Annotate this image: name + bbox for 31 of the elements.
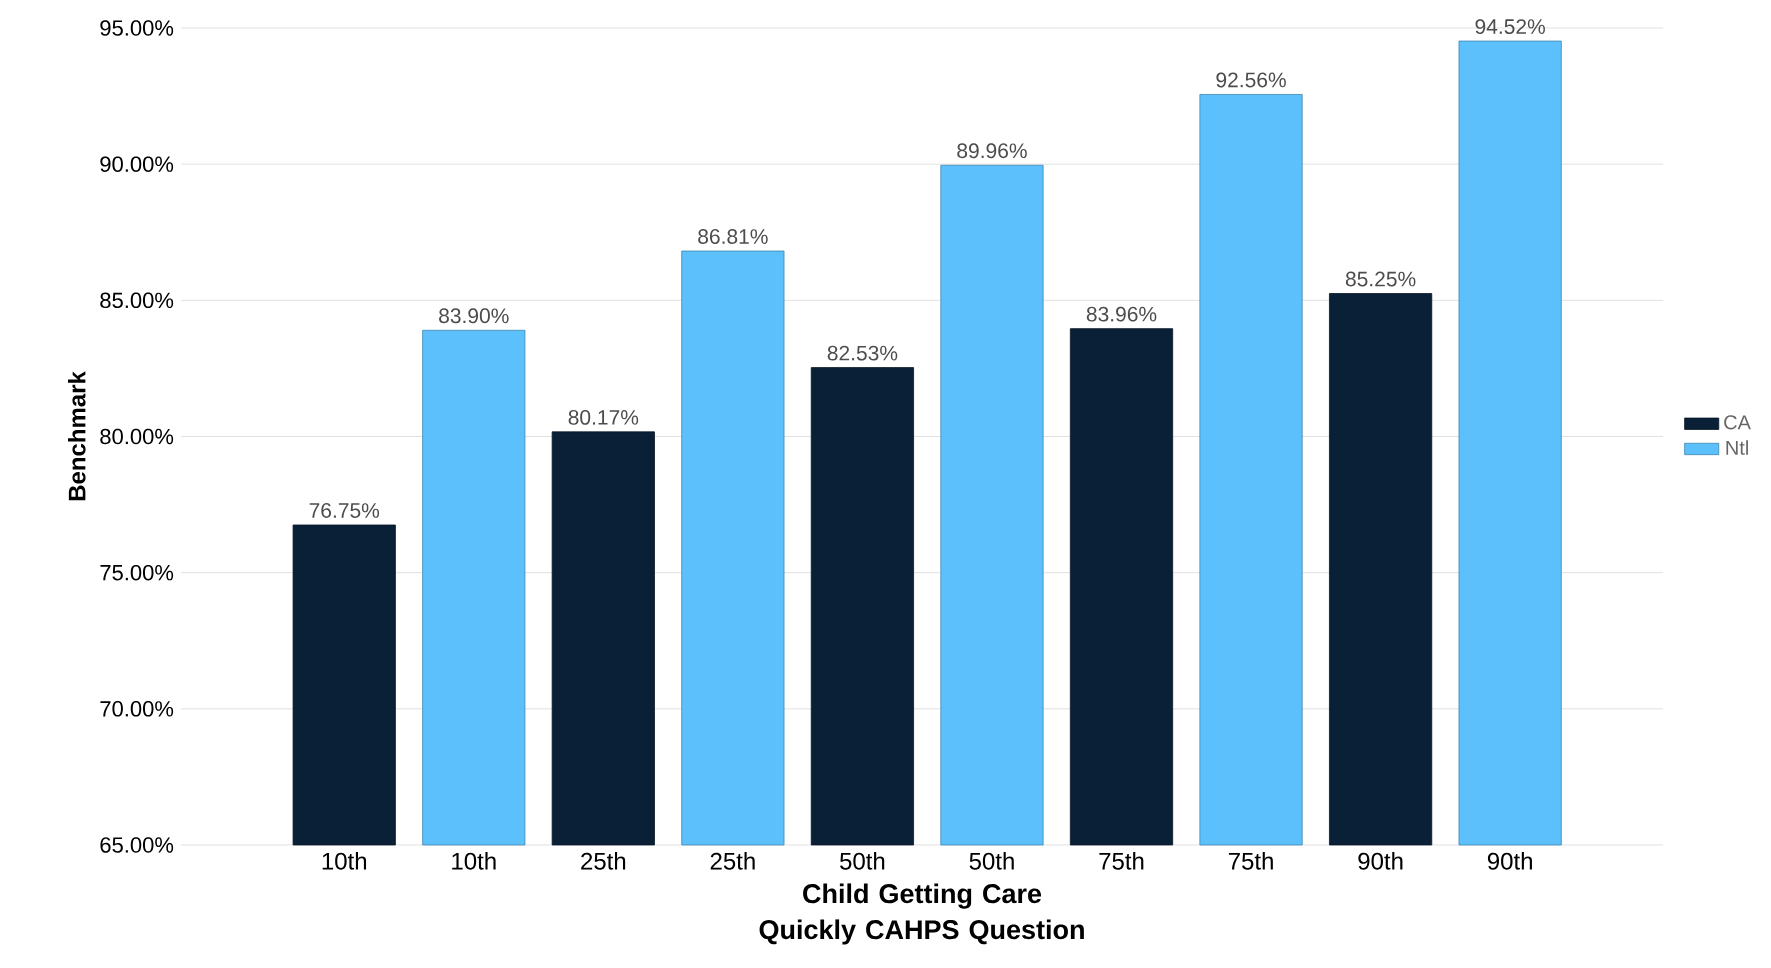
data-label: 94.52% [1475, 19, 1545, 35]
y-tick-label: 75.00% [100, 564, 174, 581]
y-tick-label: 70.00% [100, 701, 174, 717]
data-label: 76.75% [309, 503, 380, 518]
legend-label: CA [1724, 415, 1751, 430]
data-label: 83.96% [1086, 306, 1157, 322]
x-tick-label: 75th [1099, 852, 1144, 870]
legend-label: Ntl [1726, 440, 1748, 455]
x-tick-label: 25th [581, 852, 626, 870]
y-tick-label: 95.00% [100, 20, 174, 36]
y-tick-label: 85.00% [100, 292, 174, 309]
x-tick-label: 75th [1228, 852, 1273, 870]
x-tick-label: 50th [840, 852, 885, 870]
x-tick-label: 50th [969, 852, 1014, 870]
x-tick-label: 10th [452, 852, 496, 870]
data-label: 92.56% [1216, 72, 1286, 88]
x-tick-label: 25th [710, 852, 755, 870]
x-axis-title: Child Getting Care Quickly CAHPS Question [759, 883, 1084, 945]
data-label: 80.17% [568, 409, 639, 425]
data-label: 83.90% [439, 308, 509, 324]
data-label: 89.96% [957, 143, 1027, 159]
data-label: 86.81% [698, 229, 768, 244]
y-axis-title: Benchmark [67, 371, 86, 501]
x-tick-label: 90th [1487, 852, 1532, 870]
x-tick-label: 90th [1358, 852, 1403, 870]
y-tick-label: 65.00% [100, 837, 174, 853]
data-label: 85.25% [1345, 271, 1416, 287]
y-tick-label: 80.00% [100, 428, 174, 445]
x-tick-label: 10th [322, 852, 367, 870]
y-tick-label: 90.00% [100, 156, 174, 172]
data-label: 82.53% [827, 345, 898, 361]
